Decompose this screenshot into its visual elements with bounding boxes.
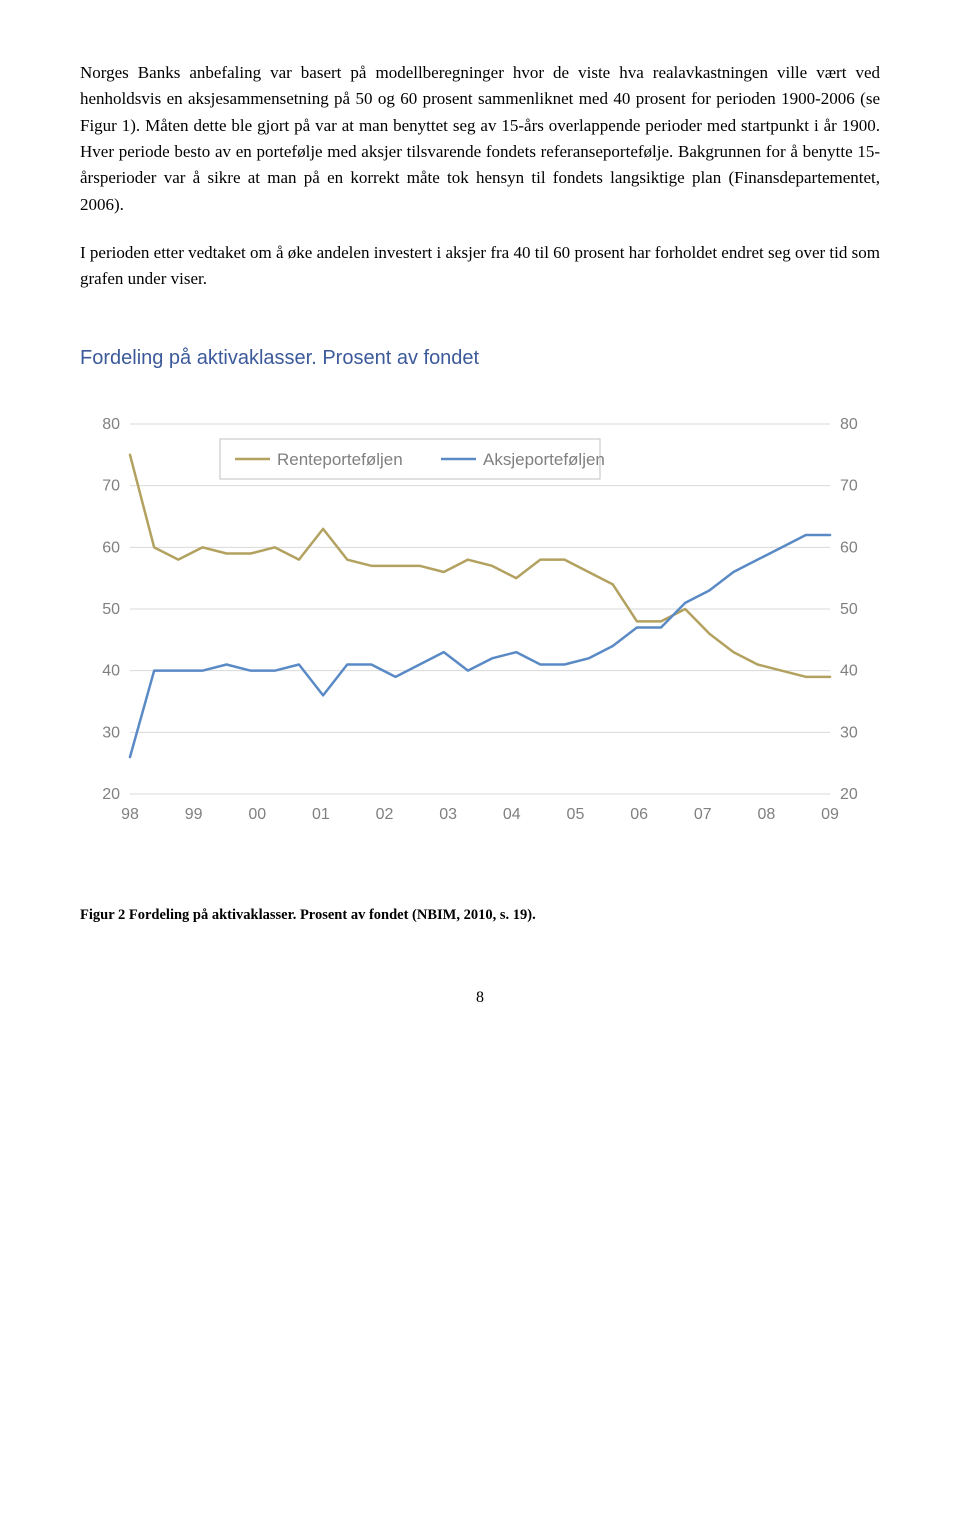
svg-text:00: 00 [248, 806, 266, 823]
svg-text:06: 06 [630, 806, 648, 823]
svg-text:70: 70 [840, 477, 858, 494]
figure-caption: Figur 2 Fordeling på aktivaklasser. Pros… [80, 904, 880, 926]
svg-text:Renteporteføljen: Renteporteføljen [277, 450, 403, 469]
svg-text:02: 02 [376, 806, 394, 823]
svg-text:70: 70 [102, 477, 120, 494]
svg-text:05: 05 [567, 806, 585, 823]
svg-text:09: 09 [821, 806, 839, 823]
svg-text:50: 50 [840, 601, 858, 618]
page-number: 8 [80, 986, 880, 1011]
svg-text:Aksjeporteføljen: Aksjeporteføljen [483, 450, 605, 469]
svg-text:30: 30 [840, 724, 858, 741]
paragraph-2: I perioden etter vedtaket om å øke andel… [80, 240, 880, 293]
svg-text:04: 04 [503, 806, 521, 823]
svg-text:40: 40 [102, 662, 120, 679]
line-chart: 20 20 30 30 40 40 50 50 60 60 70 70 80 80 98 99 00 01 02 03… [80, 404, 880, 834]
svg-text:40: 40 [840, 662, 858, 679]
svg-text:99: 99 [185, 806, 203, 823]
svg-text:01: 01 [312, 806, 330, 823]
chart-container: 20 20 30 30 40 40 50 50 60 60 70 70 80 80 98 99 00 01 02 03… [80, 404, 880, 834]
svg-text:08: 08 [757, 806, 775, 823]
svg-text:98: 98 [121, 806, 139, 823]
svg-text:20: 20 [840, 786, 858, 803]
svg-text:50: 50 [102, 601, 120, 618]
svg-text:60: 60 [102, 539, 120, 556]
svg-text:80: 80 [840, 416, 858, 433]
svg-text:20: 20 [102, 786, 120, 803]
paragraph-1: Norges Banks anbefaling var basert på mo… [80, 60, 880, 218]
svg-text:30: 30 [102, 724, 120, 741]
svg-text:60: 60 [840, 539, 858, 556]
chart-title: Fordeling på aktivaklasser. Prosent av f… [80, 343, 880, 374]
svg-text:07: 07 [694, 806, 712, 823]
svg-text:80: 80 [102, 416, 120, 433]
svg-text:03: 03 [439, 806, 457, 823]
